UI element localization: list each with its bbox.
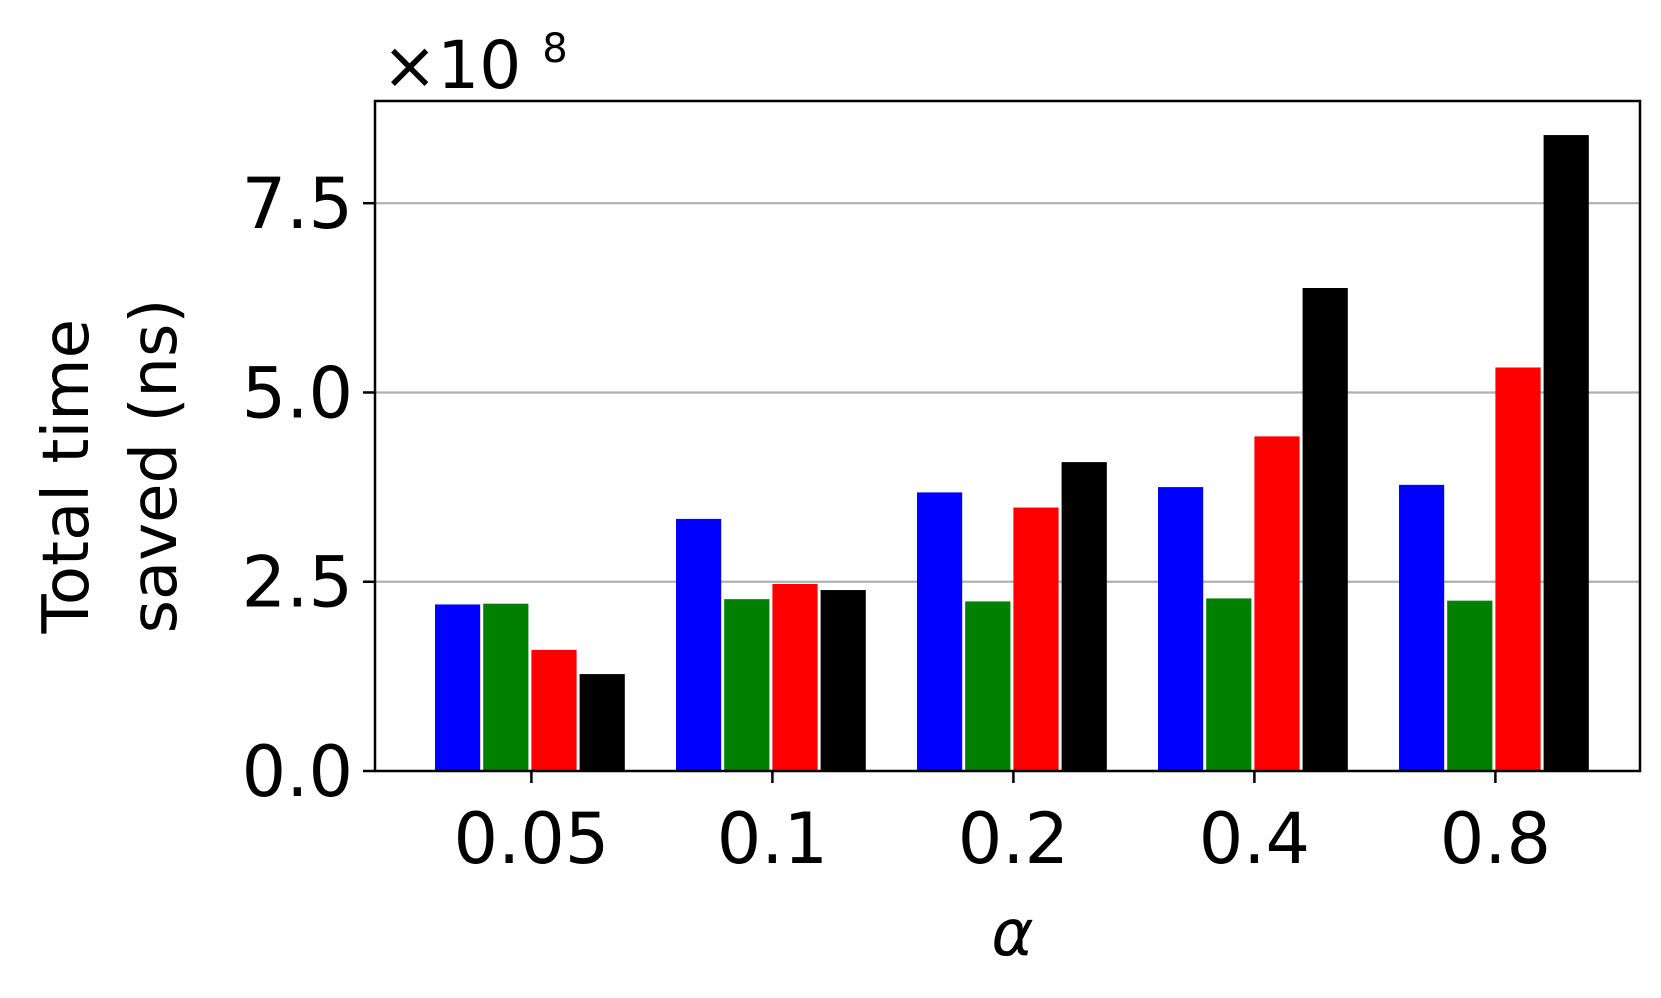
bar xyxy=(435,604,481,771)
bar xyxy=(965,601,1011,771)
x-axis-ticks: 0.05 0.1 0.2 0.4 0.8 xyxy=(453,771,1551,880)
bar xyxy=(483,603,529,771)
y-axis-label-line-2: saved (ns) xyxy=(118,299,192,634)
x-tick-label: 0.8 xyxy=(1440,798,1551,880)
bar xyxy=(1158,487,1204,771)
offset-exponent: 8 xyxy=(542,26,567,72)
x-tick-label: 0.1 xyxy=(717,798,828,880)
y-tick-label: 2.5 xyxy=(242,542,353,624)
bars xyxy=(435,135,1589,771)
bar xyxy=(1399,484,1445,771)
bar xyxy=(531,649,577,771)
bar xyxy=(917,492,963,771)
x-axis-label: α xyxy=(991,897,1033,971)
bar xyxy=(676,518,722,771)
y-tick-label: 5.0 xyxy=(242,352,353,434)
x-tick-label: 0.2 xyxy=(958,798,1069,880)
y-tick-label: 0.0 xyxy=(242,731,353,813)
bar xyxy=(724,599,770,771)
bar xyxy=(1206,598,1252,771)
bar xyxy=(1013,507,1059,771)
bar xyxy=(820,590,866,771)
bar xyxy=(1543,135,1589,771)
bar xyxy=(1061,462,1107,771)
bar xyxy=(1495,367,1541,771)
plot-frame xyxy=(373,99,1642,773)
bar xyxy=(579,674,625,771)
bar xyxy=(1254,436,1300,771)
y-tick-label: 7.5 xyxy=(242,163,353,245)
offset-base: ×10 xyxy=(382,27,521,104)
x-tick-label: 0.4 xyxy=(1199,798,1310,880)
y-axis-label: Total time saved (ns) xyxy=(30,299,192,635)
bar xyxy=(1302,287,1348,771)
y-axis-offset-text: ×10 8 xyxy=(382,26,568,104)
x-tick-label: 0.05 xyxy=(453,798,609,880)
bar xyxy=(1447,600,1493,771)
y-gridlines xyxy=(375,202,1640,583)
bar xyxy=(772,584,818,771)
y-axis-ticks: 0.0 2.5 5.0 7.5 xyxy=(242,163,375,813)
y-axis-label-line-1: Total time xyxy=(30,319,104,634)
